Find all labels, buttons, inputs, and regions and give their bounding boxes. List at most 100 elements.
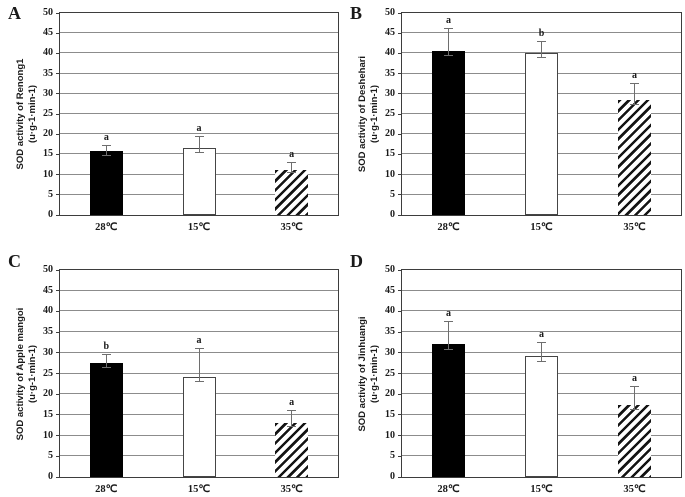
y-tick-label-15: 15 — [385, 408, 395, 420]
error-bar-cap-bottom-15℃ — [537, 56, 546, 58]
y-axis-title-d-name: SOD activity of Jinhuangi — [357, 316, 369, 432]
bar-15℃ — [182, 148, 216, 215]
error-bar-cap-top-35℃ — [287, 409, 297, 411]
significance-letter-15℃: a — [539, 329, 544, 341]
y-tick-mark-40 — [56, 310, 60, 312]
gridline-35 — [60, 331, 338, 333]
significance-letter-28℃: a — [446, 15, 451, 27]
panel-a: A SOD activity of Renong1 (u·g-1·min-1) … — [0, 0, 342, 248]
plot-area-c: 0 5 10 15 20 25 30 35 40 45 50 b 28℃ a 15℃ a 35℃ — [43, 265, 339, 495]
significance-letter-15℃: a — [196, 335, 202, 347]
error-bar-cap-top-28℃ — [444, 28, 453, 30]
y-tick-label-15: 15 — [385, 148, 395, 160]
y-tick-label-35: 35 — [385, 67, 395, 79]
significance-letter-35℃: a — [631, 70, 637, 82]
panel-letter-b: B — [350, 3, 363, 23]
error-bar-15℃ — [198, 137, 200, 153]
error-bar-35℃ — [633, 84, 635, 106]
significance-letter-28℃: b — [103, 341, 110, 353]
y-tick-label-25: 25 — [385, 108, 395, 119]
y-tick-mark-5 — [56, 194, 60, 196]
y-tick-label-45: 45 — [43, 284, 53, 296]
significance-letter-35℃: a — [289, 148, 295, 160]
y-tick-mark-10 — [56, 174, 60, 176]
panel-letter-d: D — [350, 251, 363, 271]
x-tick-label-28℃: 28℃ — [95, 484, 118, 495]
error-bar-cap-top-35℃ — [287, 161, 297, 163]
error-bar-cap-bottom-28℃ — [101, 367, 111, 369]
y-tick-label-35: 35 — [43, 67, 53, 79]
y-tick-mark-40 — [398, 310, 402, 312]
y-tick-mark-20 — [56, 393, 60, 395]
error-bar-35℃ — [633, 387, 635, 410]
error-bar-15℃ — [541, 343, 542, 363]
x-tick-label-15℃: 15℃ — [530, 484, 553, 495]
y-tick-label-45: 45 — [43, 27, 53, 39]
error-bar-cap-top-15℃ — [537, 41, 546, 43]
y-tick-mark-40 — [56, 52, 60, 54]
error-bar-cap-top-15℃ — [194, 348, 204, 350]
y-tick-label-40: 40 — [385, 305, 395, 317]
y-axis-title-b-name: SOD activity of Deshehari — [357, 55, 369, 173]
bar-35℃ — [617, 404, 651, 477]
y-tick-mark-25 — [398, 113, 402, 115]
y-tick-mark-45 — [56, 290, 60, 292]
y-tick-mark-30 — [56, 93, 60, 95]
plot-area-b: 0 5 10 15 20 25 30 35 40 45 50 a 28℃ b 15℃ a 35℃ — [385, 8, 682, 233]
y-tick-mark-35 — [56, 331, 60, 333]
y-tick-label-20: 20 — [43, 128, 53, 140]
error-bar-28℃ — [105, 145, 107, 156]
y-tick-mark-50 — [398, 12, 402, 14]
y-tick-mark-20 — [398, 133, 402, 135]
panel-letter-a: A — [8, 3, 21, 23]
significance-letter-28℃: a — [446, 308, 451, 320]
gridline-30 — [60, 92, 338, 94]
error-bar-cap-top-28℃ — [101, 144, 111, 146]
gridline-20 — [60, 133, 338, 135]
y-tick-label-20: 20 — [43, 388, 53, 400]
y-tick-mark-10 — [56, 435, 60, 437]
y-axis-title-a-name: SOD activity of Renong1 — [15, 58, 27, 170]
gridline-45 — [60, 32, 338, 34]
y-tick-label-45: 45 — [385, 27, 395, 39]
y-tick-mark-30 — [56, 352, 60, 354]
gridline-45 — [402, 289, 681, 291]
bar-35℃ — [617, 100, 651, 215]
y-tick-label-50: 50 — [43, 264, 53, 275]
error-bar-cap-top-35℃ — [629, 83, 639, 85]
x-tick-label-28℃: 28℃ — [95, 222, 118, 233]
y-tick-label-0: 0 — [48, 209, 53, 220]
gridline-35 — [402, 331, 681, 333]
x-tick-label-35℃: 35℃ — [623, 222, 646, 233]
significance-letter-35℃: a — [631, 373, 637, 385]
y-tick-label-30: 30 — [43, 346, 53, 358]
significance-letter-15℃: b — [538, 28, 545, 40]
y-tick-label-40: 40 — [43, 305, 53, 317]
error-bar-cap-bottom-15℃ — [537, 361, 546, 363]
x-tick-label-28℃: 28℃ — [437, 484, 460, 495]
y-tick-mark-25 — [398, 373, 402, 374]
error-bar-cap-top-35℃ — [629, 386, 639, 388]
error-bar-35℃ — [291, 410, 293, 427]
gridline-35 — [60, 72, 338, 74]
gridline-25 — [60, 113, 338, 114]
y-tick-mark-5 — [56, 455, 60, 457]
y-tick-label-5: 5 — [48, 450, 53, 462]
y-tick-mark-25 — [56, 373, 60, 374]
y-tick-label-0: 0 — [48, 471, 53, 482]
y-tick-mark-0 — [398, 476, 402, 478]
y-tick-label-30: 30 — [43, 87, 53, 99]
y-tick-mark-10 — [398, 174, 402, 176]
y-tick-mark-30 — [398, 93, 402, 95]
gridline-40 — [60, 52, 338, 54]
y-tick-label-10: 10 — [43, 168, 53, 180]
plot-area-d: 0 5 10 15 20 25 30 35 40 45 50 a 28℃ a 15℃ a 35℃ — [385, 265, 682, 495]
y-tick-mark-20 — [56, 133, 60, 135]
y-tick-label-35: 35 — [385, 326, 395, 338]
error-bar-cap-bottom-28℃ — [101, 154, 111, 156]
error-bar-cap-bottom-35℃ — [287, 425, 297, 427]
significance-letter-35℃: a — [289, 396, 295, 408]
error-bar-cap-top-15℃ — [537, 342, 546, 344]
error-bar-cap-top-28℃ — [444, 321, 453, 323]
bar-15℃ — [525, 53, 558, 215]
